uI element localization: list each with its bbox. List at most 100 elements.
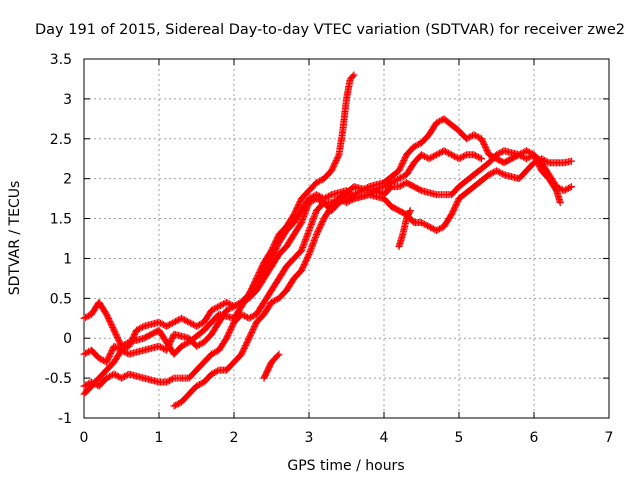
data-point xyxy=(121,345,128,353)
data-point xyxy=(157,319,164,327)
data-point xyxy=(212,304,220,312)
data-point xyxy=(181,341,188,349)
data-point xyxy=(193,382,200,390)
y-tick-label: 0.5 xyxy=(50,291,72,307)
data-point xyxy=(214,367,221,375)
data-point xyxy=(566,183,574,191)
data-point xyxy=(524,148,532,156)
data-point xyxy=(350,191,358,199)
data-point xyxy=(274,352,282,360)
data-point xyxy=(461,152,469,160)
data-point xyxy=(350,71,358,79)
data-point xyxy=(248,313,256,321)
data-point xyxy=(313,179,320,187)
x-tick-label: 0 xyxy=(80,430,89,446)
data-point xyxy=(250,312,257,320)
data-point xyxy=(182,340,190,348)
data-point xyxy=(167,320,175,328)
data-point xyxy=(209,349,217,357)
data-point xyxy=(466,133,473,141)
data-point xyxy=(211,349,218,357)
data-point xyxy=(493,167,500,175)
data-point xyxy=(385,180,392,188)
data-point xyxy=(517,152,524,160)
data-point xyxy=(169,319,176,327)
data-point xyxy=(217,302,224,310)
data-point xyxy=(412,142,419,150)
data-point xyxy=(473,132,481,140)
data-point xyxy=(227,301,235,309)
data-point xyxy=(445,149,452,157)
data-point xyxy=(182,317,190,325)
data-point xyxy=(139,323,146,331)
data-point xyxy=(83,349,91,357)
data-point xyxy=(271,297,278,305)
data-point xyxy=(422,221,430,229)
data-point xyxy=(458,153,466,161)
data-point xyxy=(568,183,575,191)
data-point xyxy=(113,372,121,380)
x-axis-label: GPS time / hours xyxy=(287,458,404,474)
data-point xyxy=(419,152,427,160)
data-point xyxy=(526,153,533,161)
data-point xyxy=(391,177,398,185)
data-point xyxy=(224,306,232,314)
data-point xyxy=(82,381,89,389)
data-point xyxy=(194,341,202,349)
data-point xyxy=(446,150,454,158)
series-track-7 xyxy=(395,207,414,250)
data-point xyxy=(470,131,478,139)
data-point xyxy=(397,182,404,190)
data-point xyxy=(436,149,443,157)
data-point xyxy=(316,177,323,185)
data-point xyxy=(394,175,401,183)
data-point xyxy=(398,181,406,189)
y-tick-labels: -1 -0.5 0 0.5 1 1.5 2 2.5 3 3.5 xyxy=(45,52,72,427)
data-point xyxy=(425,223,433,231)
data-point xyxy=(175,400,182,408)
y-tick-label: -1 xyxy=(58,411,72,427)
y-axis-label: SDTVAR / TECUs xyxy=(7,181,23,296)
data-point xyxy=(169,375,176,383)
data-point xyxy=(133,326,140,334)
data-point xyxy=(196,380,203,388)
data-point xyxy=(467,132,475,140)
data-point xyxy=(247,313,254,321)
y-tick-label: 1 xyxy=(63,251,72,267)
data-point xyxy=(515,151,523,159)
data-point xyxy=(490,168,497,176)
data-point xyxy=(436,225,443,233)
data-point xyxy=(136,325,143,333)
data-point xyxy=(317,176,325,184)
x-tick-label: 5 xyxy=(455,430,464,446)
data-point xyxy=(118,374,125,382)
data-point xyxy=(242,296,250,304)
data-point xyxy=(419,219,427,227)
data-point xyxy=(167,376,175,384)
data-point xyxy=(478,155,485,163)
data-point xyxy=(539,156,547,164)
data-point xyxy=(460,152,467,160)
data-point xyxy=(239,298,247,306)
data-point xyxy=(487,170,494,178)
data-point xyxy=(442,148,449,156)
data-point xyxy=(118,346,125,354)
data-point xyxy=(380,183,388,191)
data-point xyxy=(211,369,218,377)
data-point xyxy=(155,318,163,326)
x-tick-label: 1 xyxy=(155,430,164,446)
data-point xyxy=(187,319,194,327)
x-tick-label: 4 xyxy=(380,430,389,446)
data-point xyxy=(215,302,223,310)
data-point xyxy=(170,318,178,326)
y-tick-label: -0.5 xyxy=(45,371,72,387)
data-point xyxy=(524,154,532,162)
data-point xyxy=(178,342,185,350)
data-point xyxy=(242,313,250,321)
data-point xyxy=(112,343,119,351)
data-point xyxy=(95,354,103,362)
data-point xyxy=(232,302,239,310)
data-point xyxy=(349,72,357,80)
x-tick-label: 3 xyxy=(305,430,314,446)
x-tick-label: 7 xyxy=(605,430,614,446)
